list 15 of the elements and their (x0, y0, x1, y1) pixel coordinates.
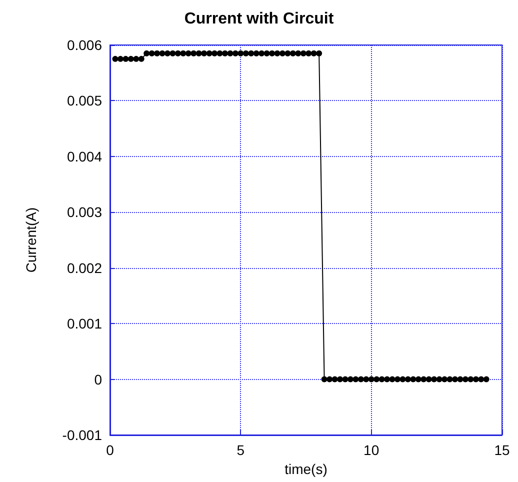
y-tick-label: 0.006 (66, 37, 102, 53)
chart-title: Current with Circuit (184, 10, 334, 28)
y-tick-label: 0.003 (66, 204, 102, 220)
y-tick-label: 0.002 (66, 260, 102, 276)
y-tick-label: -0.001 (62, 427, 102, 443)
x-tick-label: 0 (106, 442, 114, 458)
y-axis-title: Current(A) (23, 207, 39, 273)
y-tick-label: 0.005 (66, 92, 102, 109)
x-axis-title: time(s) (284, 460, 328, 477)
x-tick-label: 5 (236, 442, 245, 458)
y-tick-label: 0 (94, 371, 102, 388)
x-tick-label: 10 (364, 442, 380, 458)
x-tick-label: 15 (494, 442, 510, 458)
y-tick-label: 0.001 (66, 316, 102, 332)
y-tick-label: 0.004 (66, 148, 102, 164)
